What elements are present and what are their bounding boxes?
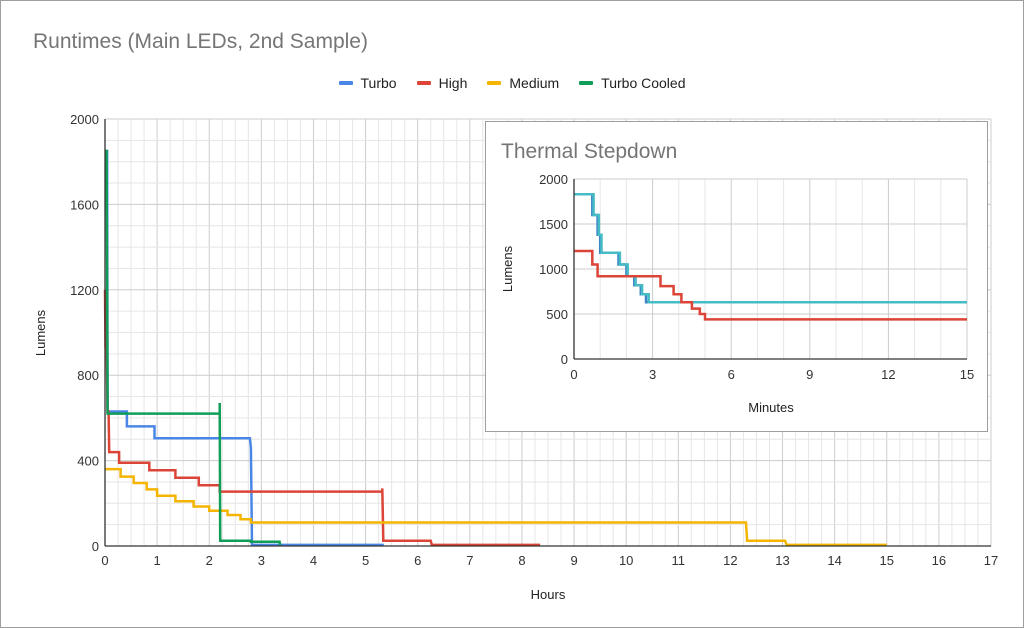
x-tick-label: 7 (466, 553, 473, 568)
inset-series (574, 193, 967, 321)
x-tick-label: 5 (362, 553, 369, 568)
x-tick-label: 6 (728, 367, 735, 382)
x-tick-label: 12 (723, 553, 737, 568)
series-line-turbo-cooled (105, 149, 282, 546)
inset-chart: Thermal Stepdown 0 3 6 9 12 15 0 500 1000 1500 200… (485, 121, 988, 432)
legend-item-medium[interactable]: Medium (487, 75, 559, 91)
x-tick-label: 8 (518, 553, 525, 568)
y-tick-label: 1200 (70, 283, 99, 298)
legend-swatch-medium (487, 81, 502, 85)
inset-title: Thermal Stepdown (501, 140, 677, 163)
x-tick-label: 15 (960, 367, 974, 382)
legend-swatch-turbo-cooled (579, 81, 594, 85)
inset-x-axis-label: Minutes (748, 400, 794, 415)
y-tick-label: 400 (77, 454, 99, 469)
inset-frame (485, 121, 988, 432)
legend-item-turbo-cooled[interactable]: Turbo Cooled (579, 75, 685, 91)
x-tick-label: 10 (619, 553, 633, 568)
x-tick-label: 15 (880, 553, 894, 568)
x-tick-label: 9 (806, 367, 813, 382)
y-tick-label: 0 (561, 352, 568, 367)
y-axis-label: Lumens (33, 309, 48, 356)
x-tick-label: 3 (649, 367, 656, 382)
x-tick-label: 14 (827, 553, 841, 568)
inset-y-axis-label: Lumens (500, 245, 515, 292)
inset-axes: 0 3 6 9 12 15 0 500 1000 1500 2000 (539, 172, 974, 382)
y-tick-label: 2000 (539, 172, 568, 187)
legend-label: Turbo Cooled (601, 75, 686, 91)
y-tick-label: 2000 (70, 112, 99, 127)
x-tick-label: 9 (570, 553, 577, 568)
x-tick-label: 1 (154, 553, 161, 568)
legend-label: Turbo (360, 75, 397, 91)
x-tick-label: 12 (881, 367, 895, 382)
legend-swatch-turbo (338, 81, 353, 85)
x-tick-label: 11 (672, 553, 686, 568)
legend-item-high[interactable]: High (416, 75, 468, 91)
legend: Turbo High Medium Turbo Cooled (0, 75, 1024, 91)
series-line-turbo-cooled (574, 193, 967, 304)
x-axis-label: Hours (531, 587, 566, 602)
x-tick-label: 4 (310, 553, 317, 568)
legend-label: Medium (509, 75, 560, 91)
series-line-high (574, 249, 967, 321)
x-tick-label: 13 (775, 553, 789, 568)
legend-label: High (438, 75, 468, 91)
x-tick-label: 0 (570, 367, 577, 382)
y-tick-label: 0 (92, 539, 99, 554)
legend-item-turbo[interactable]: Turbo (338, 75, 397, 91)
x-tick-label: 16 (932, 553, 946, 568)
legend-swatch-high (416, 81, 431, 85)
y-tick-label: 800 (77, 368, 99, 383)
x-tick-label: 6 (414, 553, 421, 568)
x-tick-label: 17 (984, 553, 998, 568)
y-tick-label: 1000 (539, 262, 568, 277)
x-tick-label: 3 (258, 553, 265, 568)
series-line-medium (105, 467, 887, 547)
x-tick-label: 2 (206, 553, 213, 568)
main-axes: 0 1 2 3 4 5 6 7 8 9 10 11 12 13 14 15 16 1704008001200160… (70, 112, 998, 568)
y-tick-label: 1500 (539, 217, 568, 232)
y-tick-label: 1600 (70, 197, 99, 212)
chart-title: Runtimes (Main LEDs, 2nd Sample) (33, 30, 368, 53)
y-tick-label: 500 (546, 307, 568, 322)
x-tick-label: 0 (101, 553, 108, 568)
main-series (103, 149, 887, 547)
